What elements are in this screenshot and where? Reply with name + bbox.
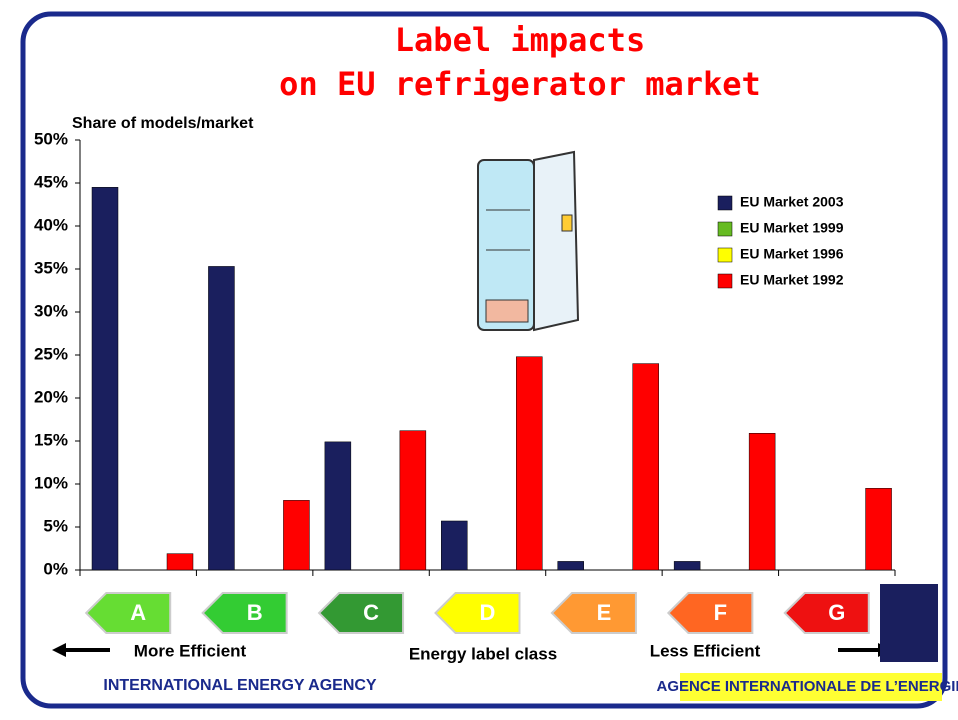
bar bbox=[91, 187, 119, 571]
legend-swatch bbox=[717, 221, 733, 237]
legend-label: EU Market 1992 bbox=[740, 272, 844, 288]
legend-swatch bbox=[717, 273, 733, 289]
y-tick-label: 20% bbox=[34, 387, 68, 406]
footer-right: AGENCE INTERNATIONALE DE L’ENERGIE bbox=[657, 678, 958, 695]
logo bbox=[880, 584, 938, 662]
y-tick-label: 40% bbox=[34, 215, 68, 234]
y-tick-label: 5% bbox=[43, 516, 68, 535]
annotation: Less Efficient bbox=[650, 641, 761, 660]
bar bbox=[673, 561, 701, 571]
y-tick-label: 0% bbox=[43, 559, 68, 578]
energy-class-arrow bbox=[317, 592, 405, 634]
frame bbox=[20, 11, 948, 709]
energy-class-arrow bbox=[550, 592, 637, 634]
bar bbox=[441, 520, 468, 571]
bar bbox=[865, 488, 892, 571]
fridge-note bbox=[561, 214, 573, 232]
energy-class-arrow bbox=[84, 592, 172, 634]
y-tick-label: 50% bbox=[34, 129, 68, 148]
bar bbox=[324, 441, 352, 571]
title-line: on EU refrigerator market bbox=[279, 65, 761, 103]
energy-class-label: C bbox=[363, 600, 379, 625]
title-line: Label impacts bbox=[395, 21, 645, 59]
y-tick-label: 25% bbox=[34, 344, 68, 363]
legend-swatch bbox=[717, 247, 733, 263]
y-tick-label: 15% bbox=[34, 430, 68, 449]
energy-class-arrow bbox=[201, 592, 288, 634]
x-axis-label: Energy label class bbox=[409, 644, 557, 663]
fridge-drawer bbox=[485, 299, 529, 323]
legend-swatch bbox=[717, 195, 733, 211]
y-tick-label: 10% bbox=[34, 473, 68, 492]
y-tick-label: 45% bbox=[34, 172, 68, 191]
arrow-head bbox=[52, 643, 66, 657]
annotation: More Efficient bbox=[134, 641, 247, 660]
legend-label: EU Market 2003 bbox=[740, 194, 844, 210]
fridge-door bbox=[533, 150, 580, 332]
bar bbox=[557, 561, 584, 571]
bar bbox=[399, 430, 427, 571]
bar bbox=[632, 363, 659, 571]
energy-class-label: G bbox=[828, 600, 845, 625]
bar bbox=[283, 500, 310, 571]
energy-class-arrow bbox=[783, 592, 870, 634]
bar bbox=[166, 553, 194, 571]
y-tick-label: 30% bbox=[34, 301, 68, 320]
fridge-illustration bbox=[477, 150, 580, 332]
bar bbox=[748, 433, 776, 571]
energy-class-label: E bbox=[597, 600, 612, 625]
legend-label: EU Market 1999 bbox=[740, 220, 844, 236]
energy-class-label: A bbox=[130, 600, 146, 625]
energy-class-arrow bbox=[666, 592, 754, 634]
footer-right-box bbox=[680, 673, 942, 701]
energy-class-label: D bbox=[480, 600, 496, 625]
energy-class-label: B bbox=[247, 600, 263, 625]
y-axis-label: Share of models/market bbox=[72, 115, 254, 132]
legend-label: EU Market 1996 bbox=[740, 246, 844, 262]
energy-class-arrow bbox=[434, 592, 521, 634]
bar bbox=[516, 356, 543, 571]
footer-left: INTERNATIONAL ENERGY AGENCY bbox=[103, 677, 377, 694]
energy-class-label: F bbox=[714, 600, 727, 625]
bar bbox=[208, 266, 235, 571]
y-tick-label: 35% bbox=[34, 258, 68, 277]
